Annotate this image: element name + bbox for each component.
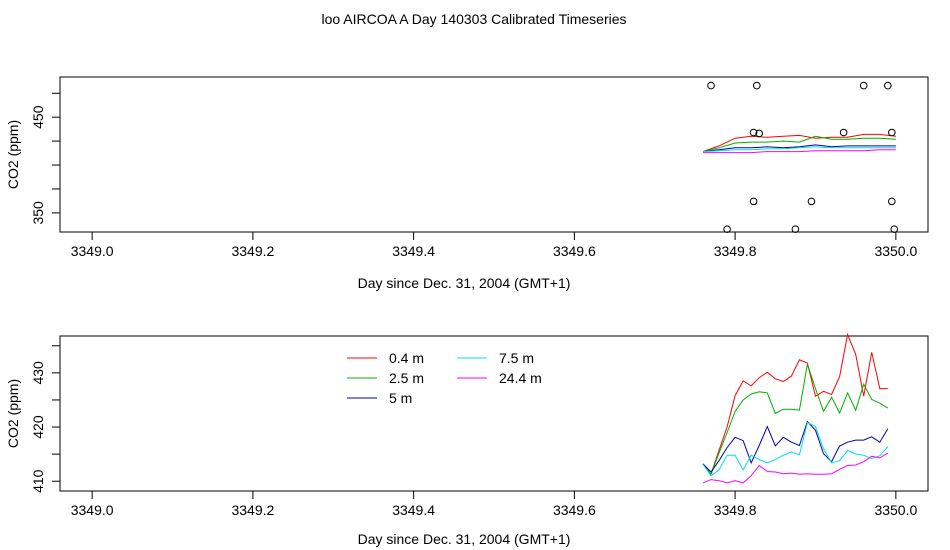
data-point [884,81,892,90]
y-tick-label: 420 [30,415,46,439]
series-line-2-5-m [702,135,896,153]
data-point [807,197,816,206]
x-tick-label: 3349.6 [553,243,596,259]
series-line-2-5-m [702,364,889,476]
x-tick-label: 3349.4 [392,502,435,518]
data-point [723,225,731,233]
series-line-5-m [702,144,896,153]
y-axis-label: CO2 (ppm) [5,379,21,448]
legend-entry: 5 m [389,390,412,406]
data-point [791,225,800,233]
legend-entry: 2.5 m [389,370,424,386]
series-line-7-5-m [702,146,896,153]
x-tick-label: 3349.0 [71,243,114,259]
figure-title: loo AIRCOA A Day 140303 Calibrated Times… [321,11,626,27]
data-point [890,225,899,233]
data-point [749,128,758,137]
data-point [753,81,761,90]
y-tick-label: 410 [30,469,46,493]
data-point [888,197,896,206]
series-line-24-4-m [702,452,889,484]
legend-entry: 0.4 m [389,350,424,366]
top-panel: 3349.0 3349.2 3349.4 3349.6 3349.8 3350.0 Day … [5,76,929,291]
x-axis-label: Day since Dec. 31, 2004 (GMT+1) [358,275,571,291]
x-tick-label: 3349.2 [231,243,274,259]
y-tick-label: 430 [30,361,46,385]
plot-frame [59,335,929,492]
data-point [859,81,868,90]
series-line-7-5-m [702,421,889,477]
legend-entry: 24.4 m [499,370,542,386]
legend: 0.4 m 2.5 m 5 m 7.5 m 24.4 m [347,350,542,406]
plot-frame [59,76,929,233]
x-axis-label: Day since Dec. 31, 2004 (GMT+1) [358,531,571,547]
bottom-panel: 3349.0 3349.2 3349.4 3349.6 3349.8 3350.0 Day … [5,332,929,547]
series-line-24-4-m [703,149,896,154]
x-tick-label: 3349.0 [71,502,114,518]
series-line-0-4-m [702,332,888,476]
x-tick-label: 3349.4 [392,243,435,259]
x-tick-label: 3349.6 [553,502,596,518]
x-tick-label: 3349.8 [714,243,757,259]
data-point [755,129,764,138]
x-tick-label: 3350.0 [874,502,917,518]
x-tick-label: 3350.0 [874,243,917,259]
y-axis-label: CO2 (ppm) [5,120,21,189]
data-point [749,197,758,206]
series-line-0-4-m [702,133,896,153]
series-line-5-m [702,420,889,473]
y-tick-label: 450 [30,105,46,129]
x-tick-label: 3349.2 [231,502,274,518]
y-tick-label: 350 [30,201,46,225]
data-point [707,81,715,90]
x-tick-label: 3349.8 [714,502,757,518]
data-point [888,128,896,137]
data-point [839,128,848,137]
legend-entry: 7.5 m [499,350,534,366]
